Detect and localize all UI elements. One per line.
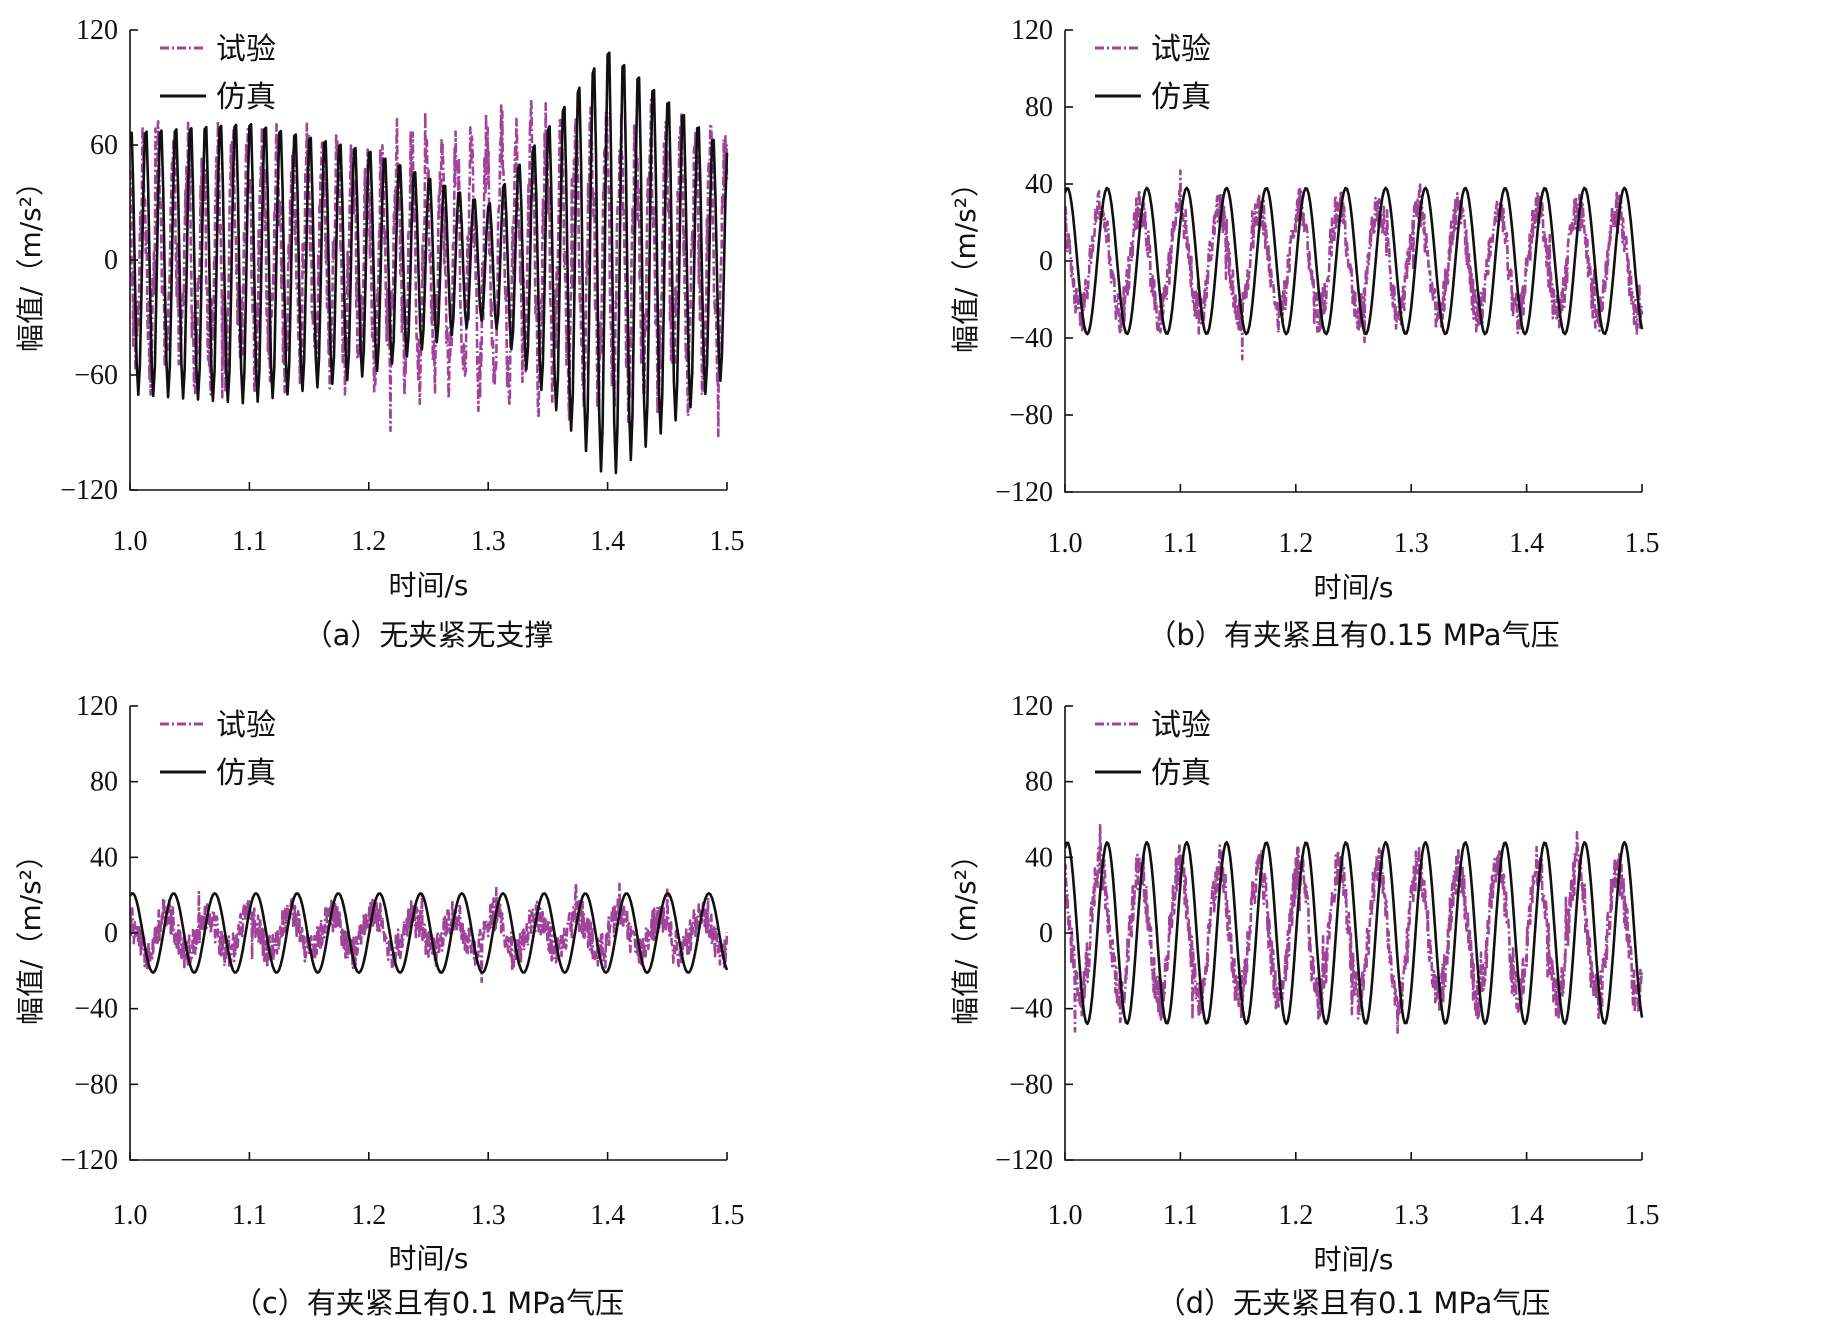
legend-label-simulation: 仿真 [1151, 80, 1211, 115]
x-tick-label: 1.2 [1278, 1200, 1313, 1231]
y-tick-label: 80 [1025, 767, 1053, 798]
y-tick-label: 40 [1025, 842, 1053, 873]
y-tick-label: −120 [60, 1145, 118, 1176]
x-tick-label: 1.4 [590, 526, 625, 557]
x-tick-label: 1.4 [590, 1200, 625, 1231]
series-line-experiment [1065, 823, 1644, 1035]
x-tick-label: 1.1 [232, 526, 267, 557]
chart-panel-3: −120 −80 −40 0 40 80 120 1.0 1.1 1.2 1.3 1.4 1.5 时间/s… [0, 662, 915, 1324]
x-axis-title: 时间/s [388, 1242, 468, 1275]
series-line-simulation [1065, 186, 1644, 336]
y-tick-label: −120 [60, 475, 118, 506]
x-tick-label: 1.3 [471, 526, 506, 557]
panel-caption: （a）无夹紧无支撑 [304, 618, 554, 652]
chart-panel-2: −120 −80 −40 0 40 80 120 1.0 1.1 1.2 1.3 1.4 1.5 时间/s… [915, 0, 1830, 662]
y-tick-label: −120 [995, 1145, 1053, 1176]
y-tick-label: −120 [995, 477, 1053, 508]
x-tick-label: 1.1 [1163, 528, 1198, 559]
y-tick-label: 60 [90, 130, 118, 161]
y-tick-label: −40 [1009, 323, 1053, 354]
y-tick-label: −60 [74, 360, 118, 391]
y-tick-label: −80 [1009, 400, 1053, 431]
x-axis-title: 时间/s [1313, 1243, 1393, 1276]
x-tick-label: 1.1 [232, 1200, 267, 1231]
y-tick-label: 0 [1039, 918, 1053, 949]
x-tick-label: 1.0 [1048, 1200, 1083, 1231]
legend-label-experiment: 试验 [216, 32, 276, 67]
y-tick-label: 0 [104, 918, 118, 949]
series-line-simulation [1065, 840, 1644, 1026]
x-tick-label: 1.5 [1625, 528, 1660, 559]
y-tick-label: −80 [74, 1069, 118, 1100]
y-tick-label: 120 [1011, 691, 1053, 722]
x-tick-label: 1.0 [113, 526, 148, 557]
y-tick-label: −40 [74, 994, 118, 1025]
y-tick-label: 120 [1011, 15, 1053, 46]
x-tick-label: 1.0 [113, 1200, 148, 1231]
panel-caption: （c）有夹紧且有0.1 MPa气压 [233, 1286, 624, 1320]
chart-svg: −120 −60 0 60 120 1.0 1.1 1.2 1.3 1.4 1.5 时间/s 幅值/（m… [14, 15, 745, 652]
x-tick-label: 1.2 [1278, 528, 1313, 559]
legend-label-experiment: 试验 [216, 708, 276, 743]
x-tick-label: 1.2 [351, 526, 386, 557]
y-axis-title: 幅值/（m/s²） [14, 168, 47, 352]
chart-svg: −120 −80 −40 0 40 80 120 1.0 1.1 1.2 1.3 1.4 1.5 时间/s… [949, 15, 1660, 652]
y-tick-label: 40 [1025, 169, 1053, 200]
y-tick-label: −40 [1009, 994, 1053, 1025]
x-axis-title: 时间/s [1313, 571, 1393, 604]
x-tick-label: 1.5 [710, 526, 745, 557]
x-tick-label: 1.4 [1509, 528, 1544, 559]
x-tick-label: 1.4 [1509, 1200, 1544, 1231]
series-line-simulation [130, 51, 729, 475]
legend-label-simulation: 仿真 [216, 80, 276, 115]
chart-panel-1: −120 −60 0 60 120 1.0 1.1 1.2 1.3 1.4 1.5 时间/s 幅值/（m… [0, 0, 915, 662]
y-tick-label: 40 [90, 842, 118, 873]
x-tick-label: 1.2 [351, 1200, 386, 1231]
y-axis-title: 幅值/（m/s²） [949, 841, 982, 1025]
x-tick-label: 1.5 [1625, 1200, 1660, 1231]
x-tick-label: 1.3 [1394, 528, 1429, 559]
x-tick-label: 1.3 [471, 1200, 506, 1231]
x-tick-label: 1.3 [1394, 1200, 1429, 1231]
series-line-simulation [130, 892, 729, 975]
panel-caption: （b）有夹紧且有0.15 MPa气压 [1147, 618, 1559, 652]
x-tick-label: 1.0 [1048, 528, 1083, 559]
chart-panel-4: −120 −80 −40 0 40 80 120 1.0 1.1 1.2 1.3 1.4 1.5 时间/s… [915, 662, 1830, 1324]
y-tick-label: 0 [104, 245, 118, 276]
legend-label-experiment: 试验 [1151, 32, 1211, 67]
panel-caption: （d）无夹紧且有0.1 MPa气压 [1157, 1286, 1551, 1320]
y-tick-label: 0 [1039, 246, 1053, 277]
x-tick-label: 1.1 [1163, 1200, 1198, 1231]
x-tick-label: 1.5 [710, 1200, 745, 1231]
legend-label-experiment: 试验 [1151, 708, 1211, 743]
chart-svg: −120 −80 −40 0 40 80 120 1.0 1.1 1.2 1.3 1.4 1.5 时间/s… [949, 691, 1660, 1320]
y-tick-label: −80 [1009, 1069, 1053, 1100]
y-tick-label: 80 [1025, 92, 1053, 123]
y-tick-label: 120 [76, 691, 118, 722]
y-axis-title: 幅值/（m/s²） [14, 841, 47, 1025]
chart-svg: −120 −80 −40 0 40 80 120 1.0 1.1 1.2 1.3 1.4 1.5 时间/s… [14, 691, 745, 1320]
legend-label-simulation: 仿真 [216, 756, 276, 791]
legend-label-simulation: 仿真 [1151, 756, 1211, 791]
x-axis-title: 时间/s [388, 569, 468, 602]
y-tick-label: 80 [90, 767, 118, 798]
y-tick-label: 120 [76, 15, 118, 46]
y-axis-title: 幅值/（m/s²） [949, 169, 982, 353]
